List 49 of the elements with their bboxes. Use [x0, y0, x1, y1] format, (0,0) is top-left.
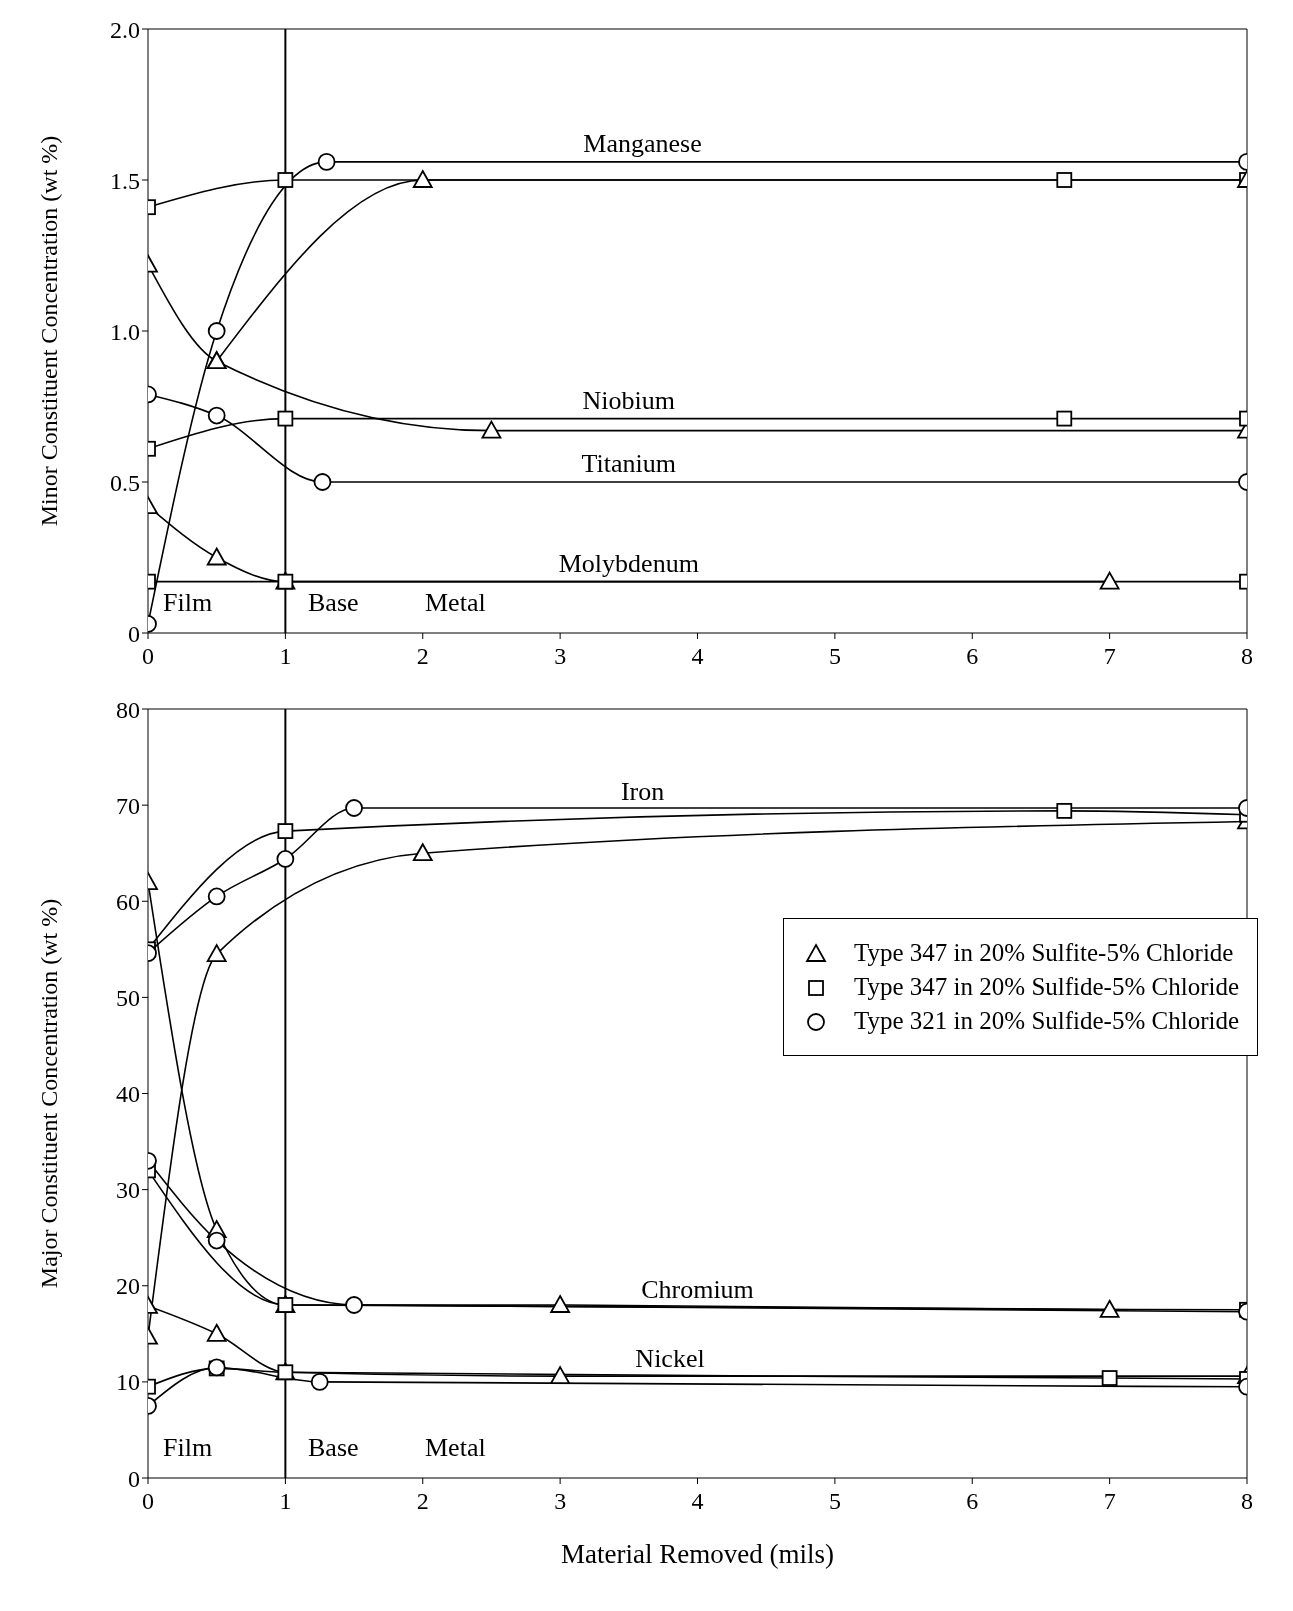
x-tick-label: 7: [1103, 1488, 1116, 1515]
annotation: Niobium: [582, 385, 676, 415]
legend-label: Type 347 in 20% Sulfite-5% Chloride: [854, 939, 1234, 967]
y-tick-label: 70: [116, 792, 140, 819]
x-tick-label: 6: [966, 1488, 979, 1515]
x-tick-label: 1: [279, 1488, 292, 1515]
legend-label: Type 321 in 20% Sulfide-5% Chloride: [854, 1007, 1239, 1035]
annotation: Film: [163, 1433, 213, 1463]
annotation: Titanium: [581, 449, 677, 478]
y-tick-label: 1.0: [110, 318, 140, 345]
y-axis-title: Minor Constituent Concentration (wt %): [35, 135, 62, 527]
x-tick-label: 8: [1241, 1488, 1253, 1515]
annotation: Manganese: [583, 128, 702, 158]
y-tick-label: 50: [116, 984, 140, 1011]
y-tick-label: 10: [116, 1369, 140, 1396]
y-tick-label: 60: [116, 888, 140, 915]
y-tick-label: 80: [116, 696, 140, 723]
y-tick-label: 1.5: [110, 167, 140, 194]
annotation: Metal: [425, 588, 486, 618]
y-tick-label: 40: [116, 1081, 140, 1108]
legend-label: Type 347 in 20% Sulfide-5% Chloride: [854, 973, 1239, 1001]
x-tick-label: 3: [554, 1488, 567, 1515]
annotation: Molybdenum: [558, 548, 699, 578]
annotation: Film: [163, 588, 213, 618]
x-tick-label: 3: [554, 643, 567, 670]
annotation: Base: [308, 1433, 359, 1463]
y-tick-label: 0.5: [110, 469, 140, 496]
annotation: Nickel: [635, 1344, 705, 1374]
annotation: Base: [308, 588, 359, 618]
x-tick-label: 4: [691, 643, 704, 670]
x-axis-title: Material Removed (mils): [561, 1539, 834, 1569]
x-tick-label: 5: [828, 643, 841, 670]
x-tick-label: 6: [966, 643, 979, 670]
x-tick-label: 5: [828, 1488, 841, 1515]
x-tick-label: 7: [1103, 643, 1116, 670]
x-tick-label: 1: [279, 643, 292, 670]
x-tick-label: 2: [416, 643, 429, 670]
annotation: Chromium: [641, 1274, 754, 1304]
y-tick-label: 20: [116, 1273, 140, 1300]
y-tick-label: 30: [116, 1177, 140, 1204]
y-tick-label: 0: [128, 1465, 140, 1492]
x-tick-label: 4: [691, 1488, 704, 1515]
y-tick-label: 2.0: [110, 16, 140, 43]
annotation: Iron: [620, 776, 665, 806]
x-tick-label: 8: [1241, 643, 1253, 670]
annotation: Metal: [425, 1433, 486, 1463]
y-axis-title: Major Constituent Concentration (wt %): [35, 898, 62, 1289]
x-tick-label: 2: [416, 1488, 429, 1515]
y-tick-label: 0: [128, 620, 140, 647]
